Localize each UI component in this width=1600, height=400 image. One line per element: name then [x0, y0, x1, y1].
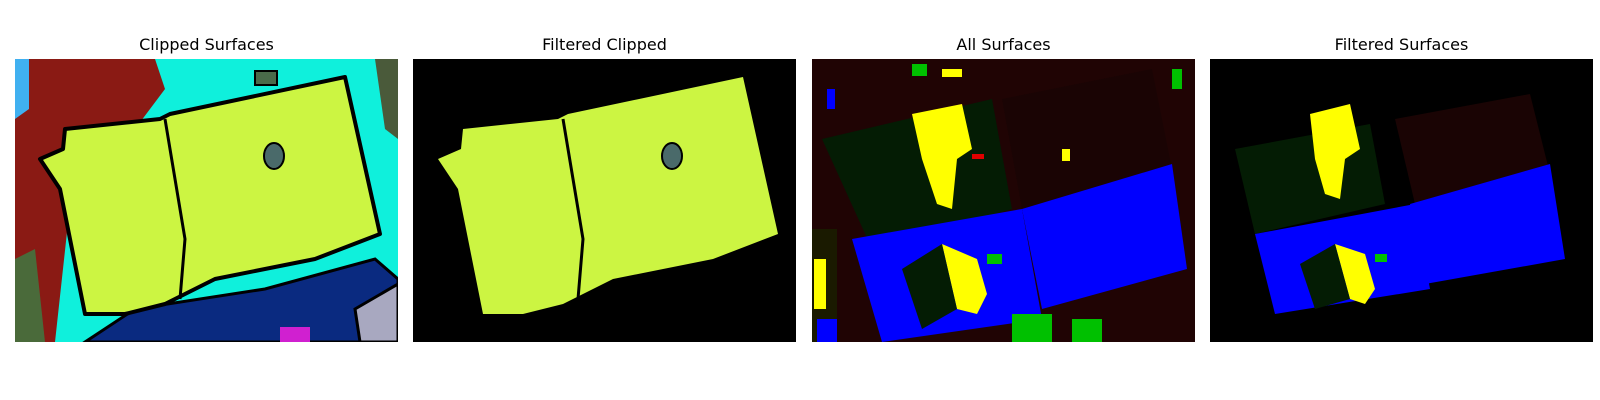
green-fragment-3 — [987, 254, 1002, 264]
segmentation-image — [812, 59, 1195, 342]
dark-maroon-surface — [1002, 69, 1172, 209]
chimney — [661, 142, 683, 170]
light-blue-surface — [15, 59, 29, 119]
panel-title: All Surfaces — [956, 35, 1051, 54]
gray-surface — [353, 282, 398, 342]
panel-filtered-clipped: Filtered Clipped — [413, 30, 796, 342]
yellow-fragment — [1062, 149, 1070, 161]
blue-fragment — [827, 89, 835, 109]
red-fragment — [972, 154, 984, 159]
clipped-surfaces-map — [15, 59, 398, 342]
yellow-surface-top — [1310, 104, 1360, 199]
dark-green-shadow — [1300, 244, 1350, 309]
dark-green-shadow — [902, 244, 957, 329]
filtered-surfaces-map — [1210, 59, 1593, 342]
yellow-edge-surface — [814, 259, 826, 309]
yellow-surface-bottom — [942, 244, 987, 314]
panel-filtered-surfaces: Filtered Surfaces — [1210, 30, 1593, 342]
segmentation-image — [413, 59, 796, 342]
panel-title: Filtered Clipped — [542, 35, 667, 54]
green-fragment-5 — [1072, 319, 1102, 342]
panel-clipped-surfaces: Clipped Surfaces — [15, 30, 398, 342]
roof-seam — [163, 118, 187, 300]
all-surfaces-map — [812, 59, 1195, 342]
yellow-surface-bottom — [1335, 244, 1375, 304]
blue-surface-right — [1022, 164, 1187, 309]
green-fragment — [1172, 69, 1182, 89]
roof-surface — [438, 77, 778, 314]
chimney — [263, 142, 285, 170]
magenta-surface — [280, 327, 310, 342]
green-fragment-4 — [1012, 314, 1052, 342]
segmentation-image — [15, 59, 398, 342]
green-fragment-2 — [912, 64, 927, 76]
panel-title: Filtered Surfaces — [1334, 35, 1469, 54]
roof-seam — [561, 118, 585, 300]
segmentation-image — [1210, 59, 1593, 342]
filtered-clipped-map — [413, 59, 796, 342]
blue-surface-right — [1410, 164, 1565, 284]
olive-surface — [15, 249, 45, 342]
roof-surface — [38, 75, 382, 316]
vent — [254, 70, 278, 86]
green-fragment — [1375, 254, 1387, 262]
yellow-surface-top — [912, 104, 972, 209]
yellow-fragment-2 — [942, 69, 962, 77]
olive-surface-2 — [375, 59, 398, 139]
panel-title: Clipped Surfaces — [139, 35, 274, 54]
panel-all-surfaces: All Surfaces — [812, 30, 1195, 342]
blue-fragment-2 — [817, 319, 837, 342]
